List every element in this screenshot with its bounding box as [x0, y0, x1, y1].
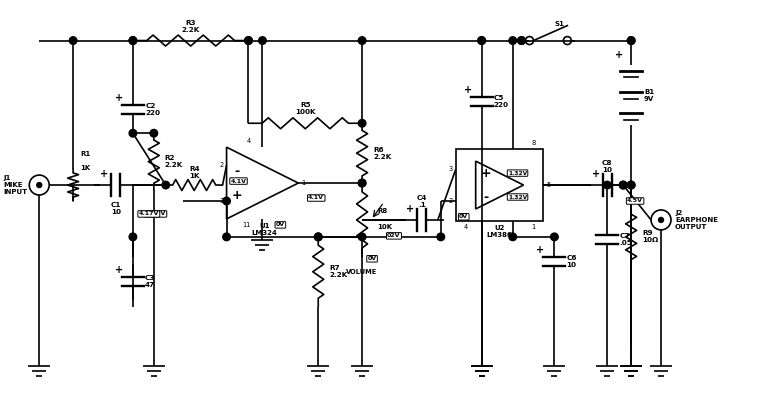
- Text: VOLUME: VOLUME: [346, 269, 378, 275]
- Circle shape: [359, 233, 366, 241]
- Text: 8: 8: [531, 140, 536, 146]
- Text: R5
100K: R5 100K: [295, 102, 315, 115]
- Text: 3: 3: [448, 166, 453, 172]
- Text: +: +: [480, 167, 491, 180]
- Circle shape: [315, 233, 322, 241]
- Circle shape: [129, 130, 137, 137]
- Circle shape: [359, 37, 366, 44]
- Circle shape: [162, 181, 169, 189]
- Circle shape: [259, 37, 266, 44]
- Text: 0V: 0V: [459, 214, 468, 219]
- Text: +: +: [407, 204, 414, 214]
- Circle shape: [509, 37, 516, 44]
- Text: C7
.05: C7 .05: [619, 233, 632, 246]
- Text: +: +: [231, 188, 242, 201]
- Text: 3: 3: [220, 198, 223, 204]
- Text: C8
10: C8 10: [602, 160, 612, 173]
- Text: C1
10: C1 10: [111, 202, 121, 215]
- Text: 0V: 0V: [276, 222, 285, 228]
- Text: B1
9V: B1 9V: [644, 89, 654, 102]
- Text: S1: S1: [554, 21, 564, 26]
- Circle shape: [315, 233, 322, 241]
- Text: J2
EARPHONE
OUTPUT: J2 EARPHONE OUTPUT: [675, 210, 718, 230]
- Circle shape: [359, 119, 366, 127]
- Bar: [456, 149, 543, 221]
- Circle shape: [659, 217, 663, 222]
- Text: 1.32V: 1.32V: [508, 171, 527, 176]
- Text: C3
47: C3 47: [145, 275, 155, 288]
- Circle shape: [245, 37, 252, 44]
- Text: 4.1V: 4.1V: [308, 196, 324, 201]
- Text: C6
10: C6 10: [567, 255, 577, 268]
- Text: R7
2.2K: R7 2.2K: [329, 265, 347, 278]
- Text: R4
1K: R4 1K: [189, 166, 199, 179]
- Circle shape: [70, 37, 77, 44]
- Circle shape: [223, 233, 230, 241]
- Circle shape: [129, 233, 137, 241]
- Circle shape: [518, 37, 526, 44]
- Text: 4: 4: [247, 138, 250, 144]
- Circle shape: [37, 182, 42, 188]
- Text: J1
MIKE
INPUT: J1 MIKE INPUT: [3, 175, 28, 195]
- Text: 4: 4: [464, 224, 468, 230]
- Text: R3
2.2K: R3 2.2K: [182, 20, 199, 32]
- Circle shape: [359, 179, 366, 187]
- Text: 4.17V: 4.17V: [138, 211, 159, 216]
- Circle shape: [150, 130, 158, 137]
- Text: 10K: 10K: [377, 224, 392, 230]
- Circle shape: [628, 181, 635, 189]
- Text: U1
LM324: U1 LM324: [251, 223, 278, 236]
- Text: C2
220: C2 220: [146, 103, 161, 116]
- Circle shape: [223, 197, 230, 205]
- Text: +: +: [615, 51, 623, 60]
- Text: +: +: [115, 93, 123, 103]
- Circle shape: [245, 37, 252, 44]
- Text: 2: 2: [448, 198, 453, 204]
- Circle shape: [619, 181, 627, 189]
- Circle shape: [619, 181, 627, 189]
- Text: R1: R1: [80, 151, 90, 157]
- Text: 02V: 02V: [387, 233, 400, 238]
- Text: R9
10Ω: R9 10Ω: [642, 230, 659, 243]
- Text: 1: 1: [531, 224, 536, 230]
- Text: -: -: [483, 190, 489, 203]
- Circle shape: [478, 37, 485, 44]
- Text: C4
.1: C4 .1: [417, 195, 427, 208]
- Text: 2: 2: [220, 162, 223, 168]
- Text: C5
220: C5 220: [494, 95, 509, 108]
- Circle shape: [437, 233, 444, 241]
- Circle shape: [509, 233, 516, 241]
- Text: 4.17V: 4.17V: [145, 211, 166, 216]
- Text: R2
2.2K: R2 2.2K: [165, 155, 183, 168]
- Circle shape: [628, 37, 635, 44]
- Circle shape: [628, 181, 635, 189]
- Text: 4.1V: 4.1V: [230, 179, 247, 184]
- Text: +: +: [464, 85, 472, 95]
- Circle shape: [550, 233, 558, 241]
- Text: 1: 1: [301, 180, 305, 186]
- Circle shape: [518, 37, 526, 44]
- Text: 0V: 0V: [367, 256, 376, 261]
- Text: R6
2.2K: R6 2.2K: [373, 147, 391, 160]
- Circle shape: [478, 37, 485, 44]
- Text: 4.5V: 4.5V: [627, 199, 643, 203]
- Text: R8: R8: [377, 208, 387, 214]
- Text: +: +: [115, 265, 123, 275]
- Text: U2
LM386: U2 LM386: [487, 225, 512, 238]
- Circle shape: [129, 37, 137, 44]
- Circle shape: [359, 179, 366, 187]
- Text: -: -: [234, 165, 239, 178]
- Text: 5: 5: [547, 182, 550, 188]
- Text: 1K: 1K: [80, 165, 90, 171]
- Text: +: +: [100, 169, 108, 179]
- Circle shape: [604, 181, 611, 189]
- Text: +: +: [536, 245, 544, 255]
- Text: 1.32V: 1.32V: [508, 194, 527, 199]
- Circle shape: [129, 37, 137, 44]
- Circle shape: [628, 37, 635, 44]
- Text: +: +: [591, 169, 600, 179]
- Text: 11: 11: [242, 222, 250, 228]
